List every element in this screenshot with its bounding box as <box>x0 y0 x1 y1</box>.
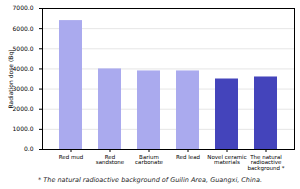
svg-text:0.0: 0.0 <box>24 145 34 152</box>
svg-text:Red lead: Red lead <box>176 154 200 160</box>
svg-text:6000.0: 6000.0 <box>13 25 34 32</box>
svg-text:Redsandstone: Redsandstone <box>96 154 125 166</box>
svg-text:5000.0: 5000.0 <box>13 45 34 52</box>
svg-text:2000.0: 2000.0 <box>13 105 34 112</box>
svg-text:Bariumcarbonate: Bariumcarbonate <box>135 154 164 166</box>
svg-text:The naturalradioactivebackgrou: The naturalradioactivebackground * <box>247 154 284 173</box>
svg-text:Novel ceramicmaterials: Novel ceramicmaterials <box>207 154 246 166</box>
svg-text:7000.0: 7000.0 <box>13 4 34 11</box>
svg-text:3000.0: 3000.0 <box>13 85 34 92</box>
svg-text:Red mud: Red mud <box>59 154 84 160</box>
svg-text:4000.0: 4000.0 <box>13 65 34 72</box>
svg-text:Radiation dose (Bq): Radiation dose (Bq) <box>7 49 15 108</box>
svg-text:1000.0: 1000.0 <box>13 125 34 132</box>
html-text:* The natural radioactive back: * The natural radioactive background of … <box>38 176 262 184</box>
